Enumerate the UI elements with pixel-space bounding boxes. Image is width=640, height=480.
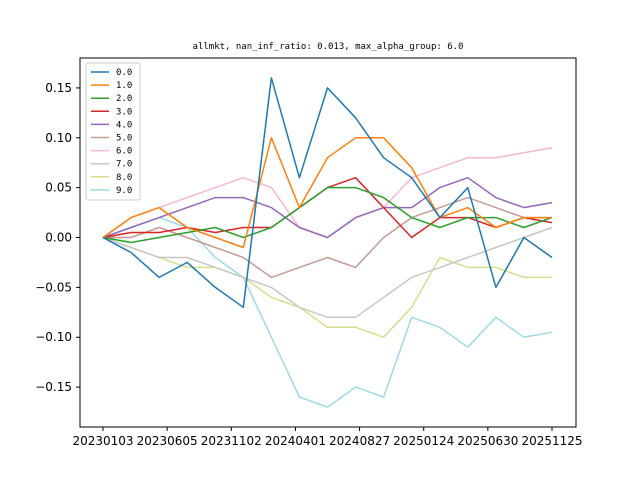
legend-label: 1.0 (116, 81, 132, 91)
x-tick-label: 20240827 (329, 434, 390, 448)
series-line-7.0 (102, 226, 553, 319)
y-tick-label: 0.05 (45, 181, 72, 195)
x-tick-label: 20240401 (265, 434, 326, 448)
x-tick-label: 20231102 (201, 434, 262, 448)
legend-label: 0.0 (116, 68, 132, 78)
x-tick-label: 20230605 (137, 434, 198, 448)
chart-title: allmkt, nan_inf_ratio: 0.013, max_alpha_… (193, 42, 464, 52)
series-layer (102, 77, 553, 408)
series-line-8.0 (102, 236, 552, 338)
x-tick-label: 20251125 (521, 434, 582, 448)
legend: 0.0 1.0 2.0 3.0 4.0 5.0 6.0 7.0 8.0 9.0 (85, 62, 141, 201)
legend-label: 4.0 (116, 120, 132, 130)
legend-label: 8.0 (116, 173, 132, 183)
legend-label: 6.0 (116, 147, 132, 157)
series-line-2.0 (102, 186, 553, 244)
legend-box (85, 62, 141, 201)
x-tick-label: 20250124 (393, 434, 454, 448)
y-tick-label: −0.15 (35, 380, 72, 394)
legend-label: 9.0 (116, 186, 132, 196)
plot-frame (79, 57, 577, 428)
series-line-4.0 (102, 176, 553, 239)
y-tick-label: −0.05 (35, 280, 72, 294)
series-line-3.0 (102, 176, 553, 239)
x-axis: 20230103 20230605 20231102 20240401 20240827… (72, 427, 583, 448)
y-tick-label: 0.10 (45, 131, 72, 145)
legend-label: 2.0 (116, 94, 132, 104)
series-line-1.0 (102, 137, 552, 249)
y-axis: 0.15 0.10 0.05 0.00 −0.05 −0.10 −0.15 (35, 81, 80, 394)
y-tick-label: 0.00 (45, 231, 72, 245)
series-line-0.0 (102, 77, 553, 309)
legend-label: 5.0 (116, 134, 132, 144)
y-tick-label: −0.10 (35, 330, 72, 344)
legend-label: 3.0 (116, 107, 132, 117)
x-tick-label: 20250630 (457, 434, 518, 448)
series-line-9.0 (102, 216, 553, 408)
x-tick-label: 20230103 (72, 434, 133, 448)
legend-label: 7.0 (116, 160, 132, 170)
y-tick-label: 0.15 (45, 81, 72, 95)
